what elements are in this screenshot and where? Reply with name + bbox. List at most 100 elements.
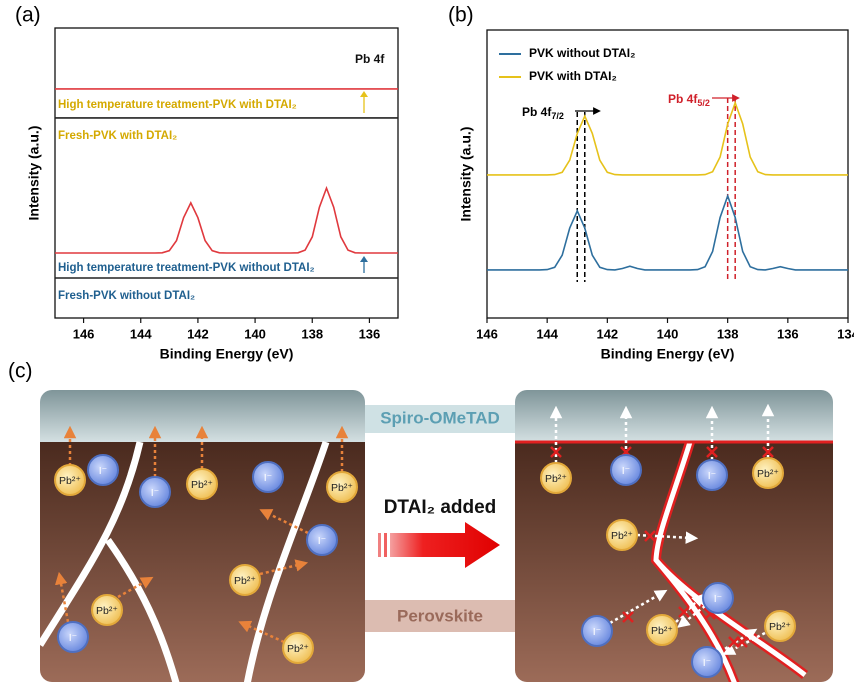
ion bbox=[752, 457, 784, 489]
crack bbox=[40, 440, 330, 682]
x-tick-label: 136 bbox=[359, 326, 381, 341]
y-axis-label: Intensity (a.u.) bbox=[26, 126, 42, 221]
x-tick-label: 144 bbox=[536, 326, 558, 341]
ion-label: I⁻ bbox=[99, 465, 107, 477]
ion bbox=[610, 454, 642, 486]
spiro-label-bg bbox=[365, 405, 515, 433]
ion-label: I⁻ bbox=[69, 632, 77, 644]
ion bbox=[764, 610, 796, 642]
ion-label: I⁻ bbox=[264, 472, 272, 484]
annotation-text: Pb 4f bbox=[355, 52, 385, 66]
ion-label: Pb²⁺ bbox=[769, 621, 791, 633]
ion bbox=[581, 615, 613, 647]
right-scene bbox=[515, 390, 833, 682]
ion bbox=[252, 461, 284, 493]
ion-label: Pb²⁺ bbox=[234, 575, 256, 587]
ion-label: Pb²⁺ bbox=[757, 468, 779, 480]
annotation: Pb 4f7/2 bbox=[522, 105, 564, 121]
ion bbox=[186, 468, 218, 500]
perovskite-label-bg bbox=[365, 600, 515, 632]
legend-label: PVK without DTAI₂ bbox=[529, 46, 635, 60]
migration-arrow bbox=[259, 559, 309, 576]
ion bbox=[696, 459, 728, 491]
series-label: High temperature treatment-PVK without D… bbox=[58, 262, 315, 274]
ion-label: Pb²⁺ bbox=[96, 605, 118, 617]
x-tick-label: 144 bbox=[130, 326, 152, 341]
ion-label: Pb²⁺ bbox=[59, 475, 81, 487]
ion-label: Pb²⁺ bbox=[545, 473, 567, 485]
ion bbox=[54, 464, 86, 496]
series-label: Fresh-PVK without DTAI₂ bbox=[58, 290, 195, 302]
ion-label: I⁻ bbox=[714, 593, 722, 605]
annotation-subscript: 5/2 bbox=[697, 98, 710, 108]
plot-frame bbox=[54, 27, 399, 319]
ion bbox=[606, 519, 638, 551]
ion bbox=[229, 564, 261, 596]
x-tick-label: 138 bbox=[717, 326, 739, 341]
legend-label: PVK with DTAI₂ bbox=[529, 69, 617, 83]
migration-arrow bbox=[677, 605, 706, 628]
x-tick-label: 142 bbox=[596, 326, 618, 341]
blocked-mark bbox=[622, 611, 634, 623]
x-tick-label: 138 bbox=[301, 326, 323, 341]
shift-arrowhead bbox=[360, 91, 368, 97]
ion bbox=[57, 621, 89, 653]
annotation: Pb 4f bbox=[355, 52, 385, 66]
ion-label: Pb²⁺ bbox=[651, 625, 673, 637]
x-tick-label: 146 bbox=[73, 326, 95, 341]
ion bbox=[91, 594, 123, 626]
annotation-subscript: 7/2 bbox=[551, 111, 564, 121]
x-tick-label: 134 bbox=[837, 326, 854, 341]
blocked-mark bbox=[550, 446, 562, 458]
layer-label: Spiro-OMeTAD bbox=[380, 408, 500, 427]
annotation: Pb 4f5/2 bbox=[668, 92, 710, 108]
x-tick-label: 140 bbox=[657, 326, 679, 341]
panel-label: (a) bbox=[15, 4, 41, 27]
ion-label: I⁻ bbox=[622, 465, 630, 477]
shift-arrowhead bbox=[360, 256, 368, 262]
process-arrow bbox=[378, 522, 500, 568]
crack bbox=[653, 441, 807, 682]
annotation-text: Pb 4f bbox=[522, 105, 552, 119]
migration-arrow bbox=[238, 620, 285, 644]
panel-label: (b) bbox=[448, 4, 474, 27]
blocked-mark bbox=[762, 446, 774, 458]
y-axis-label: Intensity (a.u.) bbox=[458, 127, 474, 222]
ion-label: Pb²⁺ bbox=[191, 479, 213, 491]
spiro-layer bbox=[515, 390, 833, 442]
x-axis-label: Binding Energy (eV) bbox=[601, 346, 735, 362]
migration-arrow bbox=[259, 509, 309, 535]
ion bbox=[702, 582, 734, 614]
blocked-mark bbox=[728, 636, 740, 648]
ion-label: Pb²⁺ bbox=[611, 530, 633, 542]
ion bbox=[306, 524, 338, 556]
x-tick-label: 142 bbox=[187, 326, 209, 341]
series-line bbox=[487, 193, 848, 271]
ion bbox=[87, 454, 119, 486]
ion bbox=[139, 476, 171, 508]
series-line bbox=[55, 185, 398, 254]
ion bbox=[282, 632, 314, 664]
x-tick-label: 136 bbox=[777, 326, 799, 341]
ion bbox=[326, 471, 358, 503]
series-line bbox=[487, 100, 848, 176]
migration-arrow bbox=[719, 628, 758, 654]
layer-label: Perovskite bbox=[397, 606, 483, 625]
spiro-layer bbox=[40, 390, 365, 442]
series-label: High temperature treatment-PVK with DTAI… bbox=[58, 99, 297, 111]
ion bbox=[540, 462, 572, 494]
process-label: DTAI₂ added bbox=[384, 497, 497, 518]
x-tick-label: 140 bbox=[244, 326, 266, 341]
migration-arrow bbox=[609, 589, 668, 625]
ion bbox=[691, 646, 723, 678]
ion-label: Pb²⁺ bbox=[331, 482, 353, 494]
panel-label: (c) bbox=[8, 360, 33, 383]
ion-label: I⁻ bbox=[593, 626, 601, 638]
annotation-text: Pb 4f bbox=[668, 92, 698, 106]
migration-arrow bbox=[54, 571, 70, 623]
x-axis-label: Binding Energy (eV) bbox=[160, 346, 294, 362]
blocked-mark bbox=[678, 606, 690, 618]
ion-label: I⁻ bbox=[708, 470, 716, 482]
series-label: Fresh-PVK with DTAI₂ bbox=[58, 130, 177, 142]
